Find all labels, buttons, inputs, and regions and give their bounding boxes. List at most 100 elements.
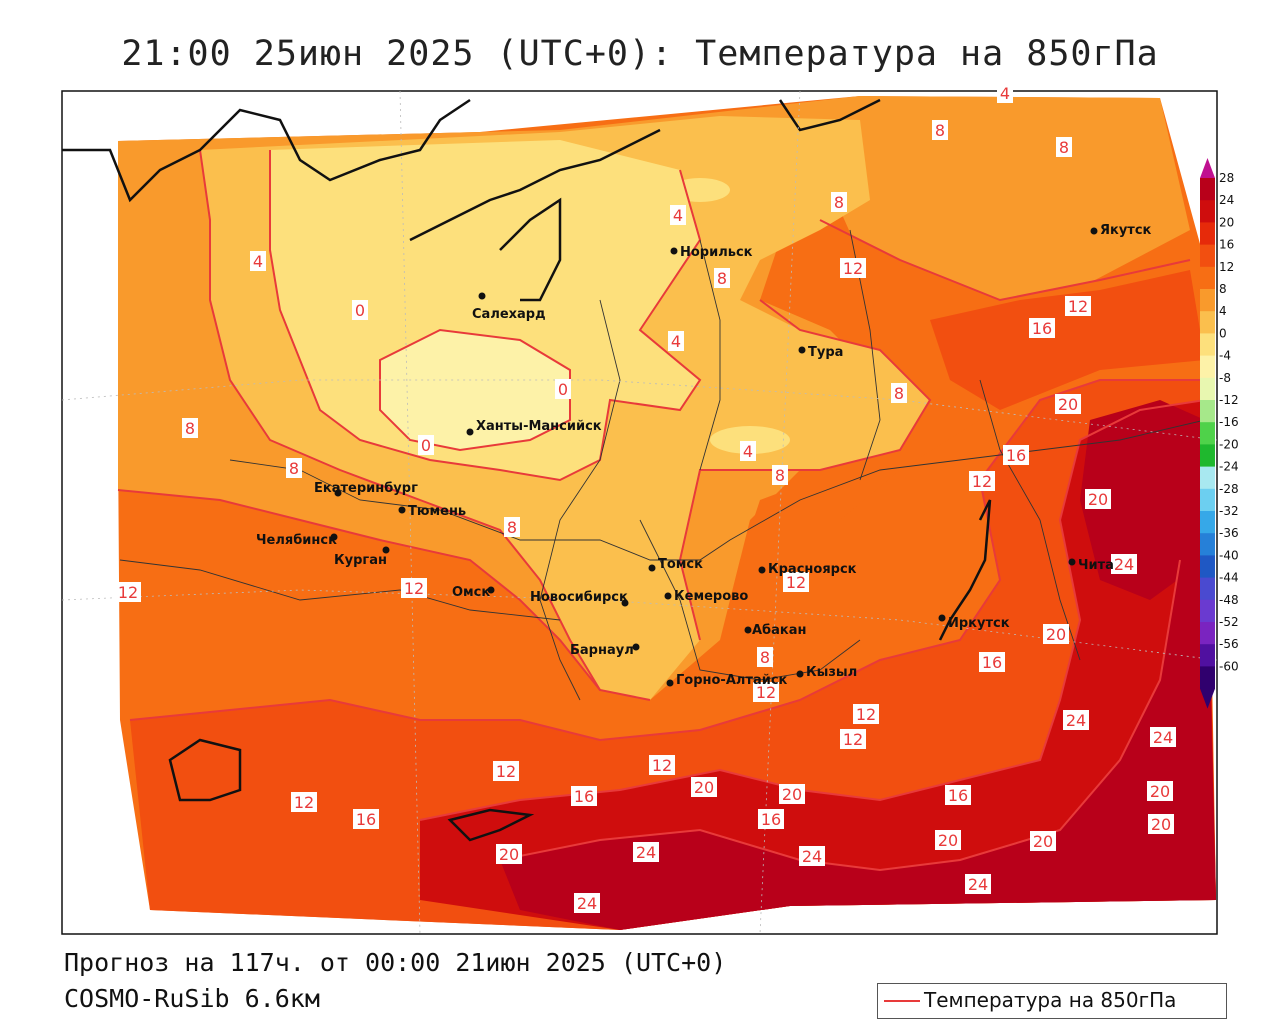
isotherm-label: 4 — [253, 252, 263, 271]
isotherm-label-bg — [496, 844, 522, 864]
colorbar-label: -48 — [1219, 593, 1239, 607]
colorbar-label: -52 — [1219, 615, 1239, 629]
isotherm-label: 4 — [671, 332, 681, 351]
city-label: Чита — [1078, 558, 1114, 573]
isotherm-label-bg — [779, 784, 805, 804]
isotherm-label: 20 — [694, 778, 714, 797]
colorbar-swatch — [1200, 355, 1215, 379]
city-label: Челябинск — [256, 533, 337, 548]
city-label: Омск — [452, 585, 490, 600]
isotherm-label: 8 — [507, 518, 517, 537]
colorbar-label: 16 — [1219, 238, 1234, 252]
isotherm-label: 8 — [185, 419, 195, 438]
isotherm-label-bg — [1111, 554, 1137, 574]
colorbar-label: -16 — [1219, 415, 1239, 429]
isotherm-label-bg — [291, 792, 317, 812]
colorbar-swatch — [1200, 244, 1215, 268]
isotherm-label: 24 — [1066, 711, 1086, 730]
city-dot — [648, 564, 656, 572]
isotherm-label-bg — [831, 192, 847, 212]
isotherm-label: 20 — [1151, 815, 1171, 834]
city-label: Кызыл — [806, 665, 857, 680]
city-label: Кемерово — [674, 589, 748, 604]
colorbar-swatch — [1200, 333, 1215, 357]
colorbar-top-arrow — [1200, 158, 1215, 178]
isotherm-label: 20 — [1150, 782, 1170, 801]
colorbar-swatch — [1200, 577, 1215, 601]
isotherm-label: 4 — [673, 206, 683, 225]
city-markers: Норильск Якутск Салехард Тура Ханты-Мансийск… — [256, 223, 1152, 688]
coastlines — [62, 98, 992, 842]
isotherm-label: 8 — [775, 466, 785, 485]
colorbar-swatch — [1200, 200, 1215, 223]
city-label: Якутск — [1100, 223, 1152, 238]
isotherm-label-bg — [1085, 489, 1111, 509]
colorbar-swatch — [1200, 400, 1215, 423]
city-dot — [632, 643, 640, 651]
city-label: Тюмень — [408, 504, 466, 519]
isotherm-label: 8 — [894, 384, 904, 403]
city-label: Курган — [334, 553, 387, 568]
city-dot — [664, 592, 672, 600]
isotherm-label: 24 — [636, 843, 656, 862]
colorbar-swatch — [1200, 622, 1215, 645]
isotherm-label: 12 — [856, 705, 876, 724]
isotherm-label: 4 — [1000, 84, 1010, 103]
colorbar-swatch — [1200, 311, 1215, 334]
zone-below-0 — [380, 330, 570, 450]
isotherm-label: 16 — [574, 787, 594, 806]
isotherm-label: 8 — [717, 269, 727, 288]
isotherm-label-bg — [935, 830, 961, 850]
isotherm-label: 20 — [782, 785, 802, 804]
isotherm-label: 12 — [118, 583, 138, 602]
isotherm-label-bg — [740, 441, 756, 461]
city-label: Горно-Алтайск — [676, 673, 788, 688]
isotherm-label-bg — [574, 893, 600, 913]
isotherm-label-bg — [182, 418, 198, 438]
isotherm-label: 8 — [289, 459, 299, 478]
isotherm-label-bg — [1056, 137, 1072, 157]
graticule — [62, 91, 1217, 934]
colorbar-label: -28 — [1219, 482, 1239, 496]
isotherm-label-bg — [997, 83, 1013, 103]
city-dot — [466, 428, 474, 436]
city-dot — [621, 599, 629, 607]
city-label: Красноярск — [768, 562, 857, 577]
isotherm-label-bg — [945, 785, 971, 805]
isotherm-label-bg — [633, 842, 659, 862]
isotherm-label: 12 — [786, 573, 806, 592]
colorbar-swatch — [1200, 511, 1215, 534]
colorbar-label: -12 — [1219, 393, 1239, 407]
colorbar-swatch — [1200, 266, 1215, 290]
city-dot — [382, 546, 390, 554]
isotherm-label: 20 — [499, 845, 519, 864]
zone-above-24-east — [1080, 400, 1205, 600]
isotherm-lines — [117, 149, 1206, 872]
city-label: Томск — [658, 557, 703, 572]
colorbar-swatch — [1200, 599, 1215, 623]
isotherm-label: 20 — [1033, 832, 1053, 851]
colorbar-swatch — [1200, 555, 1215, 579]
city-dot — [938, 614, 946, 622]
isotherm-label-bg — [965, 874, 991, 894]
zone-pocket — [670, 178, 730, 202]
colorbar-label: -60 — [1219, 659, 1239, 673]
isotherm-label: 20 — [1088, 490, 1108, 509]
isotherm-label: 20 — [938, 831, 958, 850]
city-dot — [330, 533, 338, 541]
city-dot — [670, 247, 678, 255]
colorbar-label: -8 — [1219, 371, 1231, 385]
isotherm-label: 12 — [843, 730, 863, 749]
isotherm-label: 0 — [421, 436, 431, 455]
zone-pocket — [710, 426, 790, 454]
isotherm-label: 24 — [1153, 728, 1173, 747]
isotherm-label-bg — [969, 471, 995, 491]
isotherm-label-bg — [891, 383, 907, 403]
colorbar-label: 0 — [1219, 326, 1227, 340]
city-label: Екатеринбург — [314, 481, 418, 496]
isotherm-label-bg — [1147, 781, 1173, 801]
colorbar-swatch — [1200, 377, 1215, 401]
isotherm-label: 12 — [294, 793, 314, 812]
colorbar-swatch — [1200, 533, 1215, 556]
